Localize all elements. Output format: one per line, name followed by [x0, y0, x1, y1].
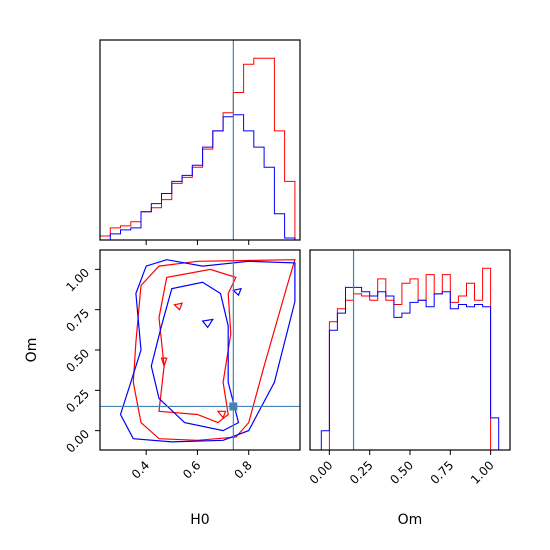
- joint-ytick-label-4: 0.75: [63, 306, 92, 335]
- joint-xtick-label-1: 0.4: [129, 458, 152, 481]
- joint-ytick-label-3: 0.50: [63, 346, 92, 375]
- joint-ytick-label-2: 0.25: [63, 387, 92, 416]
- om-histogram-series-1: [310, 267, 510, 451]
- om-xtick-label-1: 0.00: [307, 458, 336, 487]
- h0-histogram-series-1: [99, 57, 300, 241]
- h0-histogram-series-2: [100, 114, 300, 241]
- contour-series-1-level-1: [132, 259, 296, 441]
- y-axis-label-om: Om: [24, 338, 40, 363]
- om-histogram-panel: 0.00 0.25 0.50 0.75 1.00 Om: [307, 249, 511, 528]
- contour-series-1-level-3: [160, 357, 168, 369]
- joint-xtick-label-2: 0.6: [180, 458, 203, 481]
- contour-series-1-level-2: [158, 268, 237, 424]
- joint-contour-panel: 0.4 0.6 0.8 0.00 0.25 0.50 0.75 1.00 H0 Om: [24, 249, 301, 528]
- contour-series-1-level-4: [173, 302, 184, 311]
- contour-series-1-level-5: [216, 410, 227, 419]
- joint-xtick-label-3: 0.8: [231, 458, 254, 481]
- om-xtick-label-4: 0.75: [428, 458, 457, 487]
- joint-ytick-label-1: 0.00: [63, 427, 92, 456]
- joint-panel-frame: [99, 249, 301, 451]
- contour-series-2-level-1: [119, 259, 296, 443]
- h0-histogram-frame: [99, 39, 301, 241]
- om-xtick-label-2: 0.25: [347, 458, 376, 487]
- om-xtick-label-5: 1.00: [468, 458, 497, 487]
- joint-truth-marker: [229, 402, 238, 411]
- om-xtick-label-3: 0.50: [387, 458, 416, 487]
- contour-series-2-level-3: [201, 318, 215, 329]
- h0-histogram-panel: [99, 39, 301, 245]
- x-axis-label-om: Om: [398, 512, 423, 528]
- joint-ytick-label-5: 1.00: [63, 266, 92, 295]
- om-histogram-series-2: [310, 286, 510, 451]
- x-axis-label-h0: H0: [190, 512, 209, 528]
- contour-series-2-level-4: [232, 287, 242, 297]
- contour-series-2-level-2: [150, 281, 240, 432]
